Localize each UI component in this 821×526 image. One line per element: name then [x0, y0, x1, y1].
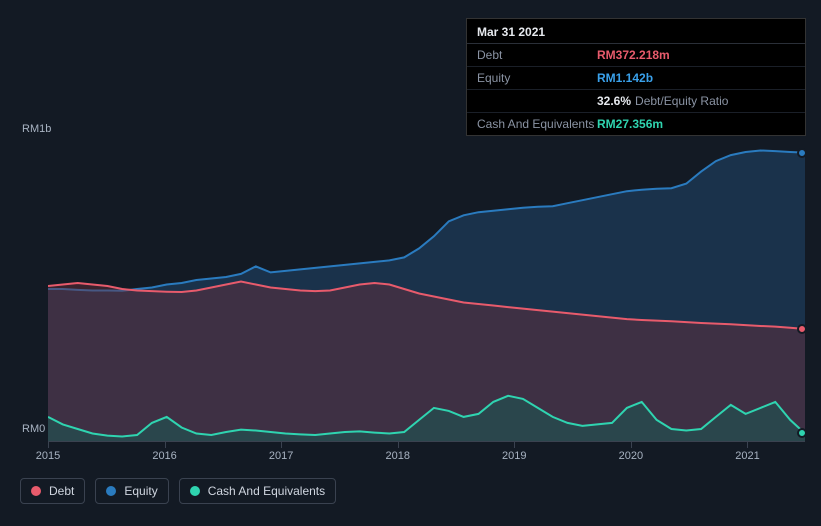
tooltip-row-debt: Debt RM372.218m	[467, 44, 805, 67]
tooltip-label: Debt	[477, 48, 597, 62]
edge-marker-debt	[797, 324, 807, 334]
tooltip-panel: Mar 31 2021 Debt RM372.218m Equity RM1.1…	[466, 18, 806, 136]
tooltip-value-debt: RM372.218m	[597, 48, 670, 62]
legend-swatch	[106, 486, 116, 496]
ratio-label: Debt/Equity Ratio	[635, 94, 728, 108]
x-tick	[281, 442, 282, 448]
x-tick	[165, 442, 166, 448]
chart-widget: { "tooltip": { "date": "Mar 31 2021", "r…	[0, 0, 821, 526]
tooltip-label: Equity	[477, 71, 597, 85]
x-tick	[514, 442, 515, 448]
chart-plot	[48, 140, 805, 441]
x-tick-label: 2018	[385, 450, 409, 462]
x-tick	[747, 442, 748, 448]
x-tick-label: 2015	[36, 450, 60, 462]
tooltip-label	[477, 94, 597, 108]
tooltip-value-cash: RM27.356m	[597, 117, 663, 131]
legend-label: Equity	[124, 484, 157, 498]
legend-item-equity[interactable]: Equity	[95, 478, 168, 504]
x-tick-label: 2019	[502, 450, 526, 462]
x-axis: 2015201620172018201920202021	[48, 441, 805, 471]
tooltip-row-ratio: 32.6% Debt/Equity Ratio	[467, 90, 805, 113]
edge-marker-cash	[797, 428, 807, 438]
x-tick-label: 2021	[735, 450, 759, 462]
x-tick	[631, 442, 632, 448]
y-axis-label-bottom: RM0	[22, 423, 45, 435]
x-tick	[48, 442, 49, 448]
x-tick	[398, 442, 399, 448]
legend-swatch	[190, 486, 200, 496]
legend-label: Debt	[49, 484, 74, 498]
chart-svg	[48, 140, 805, 441]
edge-marker-equity	[797, 148, 807, 158]
y-axis-label-top: RM1b	[22, 123, 51, 135]
tooltip-label: Cash And Equivalents	[477, 117, 597, 131]
x-tick-label: 2020	[619, 450, 643, 462]
tooltip-value-equity: RM1.142b	[597, 71, 653, 85]
legend-label: Cash And Equivalents	[208, 484, 325, 498]
x-tick-label: 2017	[269, 450, 293, 462]
tooltip-date: Mar 31 2021	[467, 19, 805, 44]
legend-swatch	[31, 486, 41, 496]
legend-item-debt[interactable]: Debt	[20, 478, 85, 504]
x-tick-label: 2016	[152, 450, 176, 462]
ratio-pct: 32.6%	[597, 94, 631, 108]
tooltip-value-ratio: 32.6% Debt/Equity Ratio	[597, 94, 728, 108]
tooltip-row-cash: Cash And Equivalents RM27.356m	[467, 113, 805, 135]
legend: Debt Equity Cash And Equivalents	[20, 478, 336, 504]
legend-item-cash-and-equivalents[interactable]: Cash And Equivalents	[179, 478, 336, 504]
tooltip-row-equity: Equity RM1.142b	[467, 67, 805, 90]
